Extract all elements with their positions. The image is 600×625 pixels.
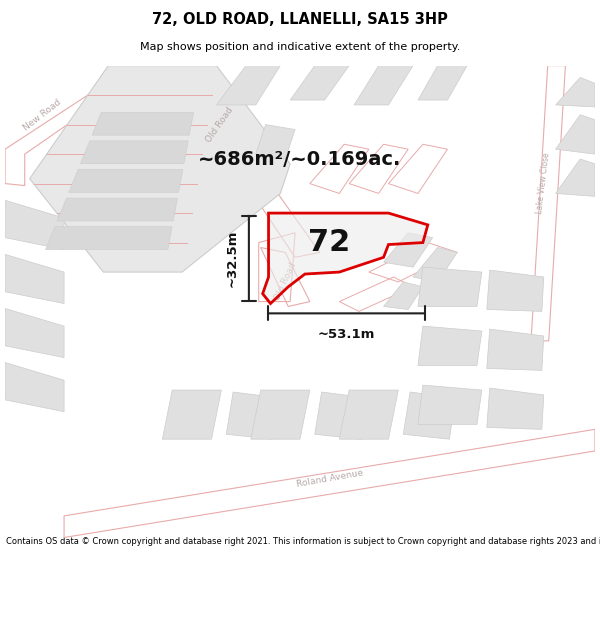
- Polygon shape: [256, 124, 295, 159]
- Polygon shape: [69, 169, 183, 192]
- Polygon shape: [418, 326, 482, 366]
- Polygon shape: [92, 112, 194, 135]
- Text: 72: 72: [308, 228, 350, 257]
- Polygon shape: [226, 392, 278, 439]
- Polygon shape: [251, 390, 310, 439]
- Polygon shape: [383, 282, 423, 309]
- Text: ~686m²/~0.169ac.: ~686m²/~0.169ac.: [199, 149, 401, 169]
- Polygon shape: [487, 270, 544, 311]
- Polygon shape: [46, 227, 172, 249]
- Text: Lake View Close: Lake View Close: [535, 152, 551, 215]
- Polygon shape: [5, 254, 64, 304]
- Polygon shape: [5, 200, 64, 249]
- Polygon shape: [413, 248, 457, 282]
- Text: Old Road: Old Road: [204, 105, 235, 144]
- Polygon shape: [57, 198, 178, 221]
- Polygon shape: [487, 329, 544, 371]
- Text: Old Road: Old Road: [272, 261, 298, 302]
- Polygon shape: [263, 213, 428, 304]
- Polygon shape: [383, 232, 433, 267]
- Text: ~53.1m: ~53.1m: [318, 328, 376, 341]
- Polygon shape: [217, 66, 280, 105]
- Text: New Road: New Road: [22, 98, 63, 132]
- Polygon shape: [29, 66, 290, 272]
- Polygon shape: [354, 66, 413, 105]
- Text: 72, OLD ROAD, LLANELLI, SA15 3HP: 72, OLD ROAD, LLANELLI, SA15 3HP: [152, 12, 448, 28]
- Text: Roland Avenue: Roland Avenue: [295, 468, 364, 489]
- Polygon shape: [290, 66, 349, 100]
- Polygon shape: [5, 309, 64, 358]
- Polygon shape: [487, 388, 544, 429]
- Polygon shape: [340, 390, 398, 439]
- Text: Contains OS data © Crown copyright and database right 2021. This information is : Contains OS data © Crown copyright and d…: [6, 538, 600, 546]
- Polygon shape: [556, 115, 595, 154]
- Polygon shape: [163, 390, 221, 439]
- Polygon shape: [418, 385, 482, 424]
- Polygon shape: [556, 159, 595, 196]
- Polygon shape: [418, 267, 482, 306]
- Text: Map shows position and indicative extent of the property.: Map shows position and indicative extent…: [140, 42, 460, 52]
- Polygon shape: [556, 78, 595, 107]
- Polygon shape: [5, 362, 64, 412]
- Text: ~32.5m: ~32.5m: [226, 229, 239, 287]
- Polygon shape: [418, 66, 467, 100]
- Polygon shape: [80, 141, 188, 164]
- Polygon shape: [403, 392, 455, 439]
- Polygon shape: [315, 392, 367, 439]
